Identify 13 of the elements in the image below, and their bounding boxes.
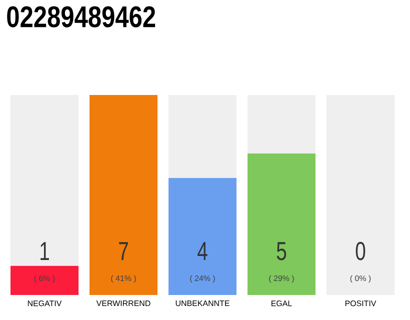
bar bbox=[168, 95, 236, 178]
annotation: 1 bbox=[40, 242, 49, 260]
chart-title: 02289489462 bbox=[7, 6, 156, 28]
bar bbox=[10, 266, 78, 295]
annotation: 5 bbox=[276, 242, 286, 260]
bar bbox=[248, 95, 316, 154]
annotation: 4 bbox=[198, 242, 208, 260]
bar bbox=[90, 95, 158, 295]
bar bbox=[248, 154, 316, 295]
bar bbox=[168, 178, 236, 295]
bar bbox=[10, 95, 78, 266]
annotation: 7 bbox=[119, 242, 128, 260]
annotation: 0 bbox=[356, 242, 366, 260]
